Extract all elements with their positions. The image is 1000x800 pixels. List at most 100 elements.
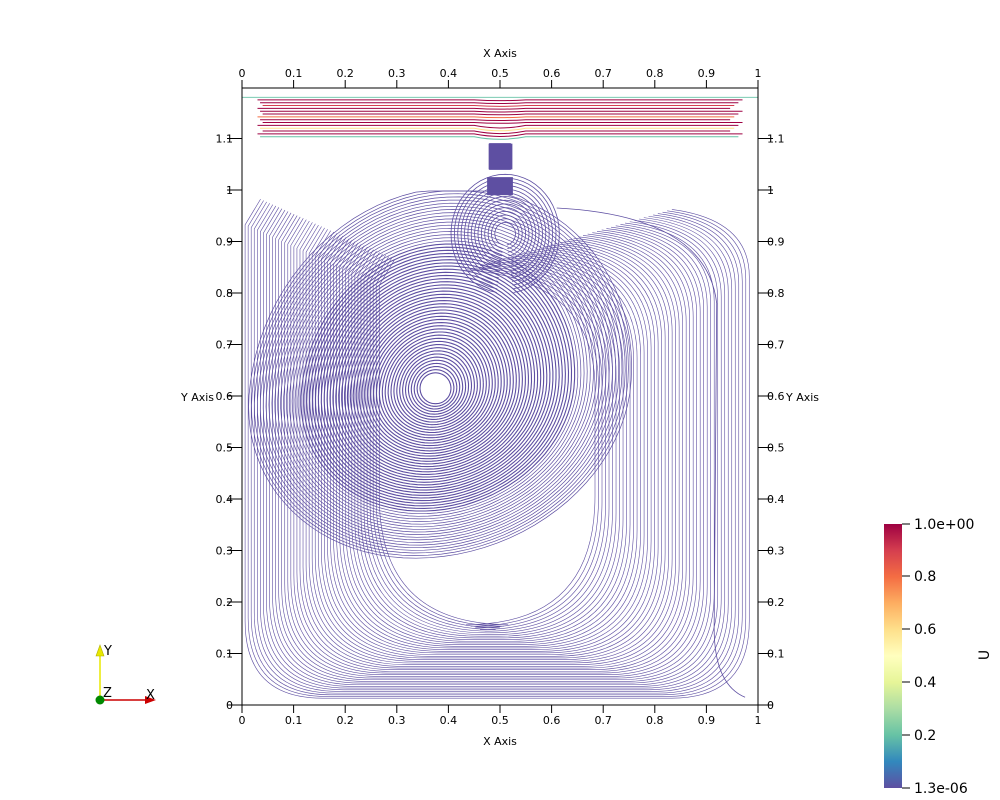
streamline: [419, 372, 452, 405]
streamline: [381, 331, 490, 439]
channel-streamline: [260, 102, 739, 104]
streamline: [317, 262, 557, 496]
streamline: [321, 233, 662, 657]
streamline: [256, 204, 736, 692]
streamline: [305, 226, 680, 665]
y-tick-label-right: 0.4: [767, 493, 785, 506]
streamline: [284, 216, 704, 677]
channel-streamline: [260, 136, 739, 140]
channel-streamline: [262, 130, 731, 135]
streamline: [269, 209, 722, 686]
z-axis-dot: [95, 695, 105, 705]
streamline: [480, 207, 530, 260]
streamline: [494, 221, 516, 246]
streamline: [250, 201, 743, 696]
streamline: [263, 207, 729, 689]
x-axis-title-bottom: X Axis: [483, 735, 517, 748]
channel-streamline: [262, 122, 743, 124]
colorbar-tick-label: 0.2: [914, 728, 936, 744]
y-tick-label-left: 1.1: [216, 133, 234, 146]
x-tick-label-bottom: 0.2: [336, 714, 354, 727]
streamline: [260, 205, 733, 691]
streamline: [262, 202, 616, 546]
channel-streamline: [262, 105, 735, 107]
streamline: [361, 309, 511, 457]
streamline: [294, 237, 582, 517]
streamline: [317, 231, 666, 659]
streamline: [290, 219, 697, 674]
channel-streamline: [257, 116, 735, 119]
channel-streamline: [262, 113, 739, 116]
channel-streamline: [260, 127, 735, 132]
streamline: [278, 214, 712, 681]
streamline: [355, 303, 517, 462]
streamline: [477, 203, 533, 264]
streamline: [366, 253, 610, 632]
colorbar-tick-label: 1.3e-06: [914, 781, 968, 797]
streamline: [333, 238, 648, 650]
y-tick-label-right: 0.7: [767, 339, 785, 352]
channel-streamline: [257, 99, 743, 102]
streamline: [332, 278, 542, 483]
streamline: [326, 271, 548, 489]
x-tick-label-top: 0.1: [285, 67, 303, 80]
streamline: [399, 350, 473, 423]
y-tick-label-right: 0.1: [767, 648, 785, 661]
y-tick-label-left: 0.4: [216, 493, 234, 506]
x-tick-label-top: 0: [239, 67, 246, 80]
streamline: [248, 190, 632, 559]
streamline: [309, 252, 566, 504]
x-tick-label-bottom: 0: [239, 714, 246, 727]
streamline: [338, 284, 536, 478]
streamline: [300, 243, 576, 512]
streamline: [324, 234, 659, 655]
y-tick-label-left: 0.6: [216, 390, 234, 403]
orientation-triad[interactable]: Y X Z: [95, 644, 157, 705]
streamline: [327, 235, 655, 654]
y-tick-label-right: 0.9: [767, 236, 785, 249]
x-tick-label-bottom: 0.5: [491, 714, 509, 727]
streamline: [358, 306, 514, 460]
channel-streamline: [257, 124, 739, 129]
streamline: [349, 296, 523, 468]
y-tick-label-right: 0.6: [767, 390, 785, 403]
streamline: [297, 240, 579, 515]
colorbar-tick-label: 1.0e+00: [914, 517, 974, 533]
streamline: [280, 221, 597, 530]
streamline: [286, 227, 591, 525]
streamline: [274, 215, 604, 535]
y-tick-label-left: 0.3: [216, 545, 234, 558]
x-tick-label-top: 1: [755, 67, 762, 80]
streamline: [272, 211, 719, 684]
streamline: [247, 200, 747, 697]
triad-z-label: Z: [103, 686, 112, 701]
channel-streamline: [260, 119, 731, 121]
streamline: [287, 218, 701, 676]
y-tick-label-right: 0.2: [767, 596, 785, 609]
streamline: [363, 252, 613, 634]
streamlines-plot: [242, 96, 758, 699]
x-tick-label-bottom: 0.4: [440, 714, 458, 727]
x-tick-label-top: 0.9: [698, 67, 716, 80]
streamline: [364, 312, 508, 455]
streamline: [335, 281, 539, 481]
streamline: [487, 214, 523, 253]
streamline: [484, 210, 527, 257]
streamline: [291, 234, 585, 520]
streamline: [413, 365, 458, 410]
channel-streamline: [260, 110, 743, 113]
streamline: [404, 356, 467, 418]
x-tick-label-top: 0.7: [594, 67, 612, 80]
streamline: [303, 246, 573, 509]
streamline: [351, 246, 627, 640]
axis-ticks: 000.10.10.20.20.30.30.40.40.50.50.60.60.…: [216, 67, 785, 727]
streamline: [470, 196, 540, 271]
colorbar-legend: 1.0e+00 0.8 0.6 0.4 0.2 1.3e-06 U: [884, 517, 993, 797]
streamline: [370, 318, 502, 449]
x-tick-label-top: 0.3: [388, 67, 406, 80]
streamline: [308, 227, 676, 664]
streamline: [369, 255, 606, 630]
streamline: [244, 198, 750, 699]
